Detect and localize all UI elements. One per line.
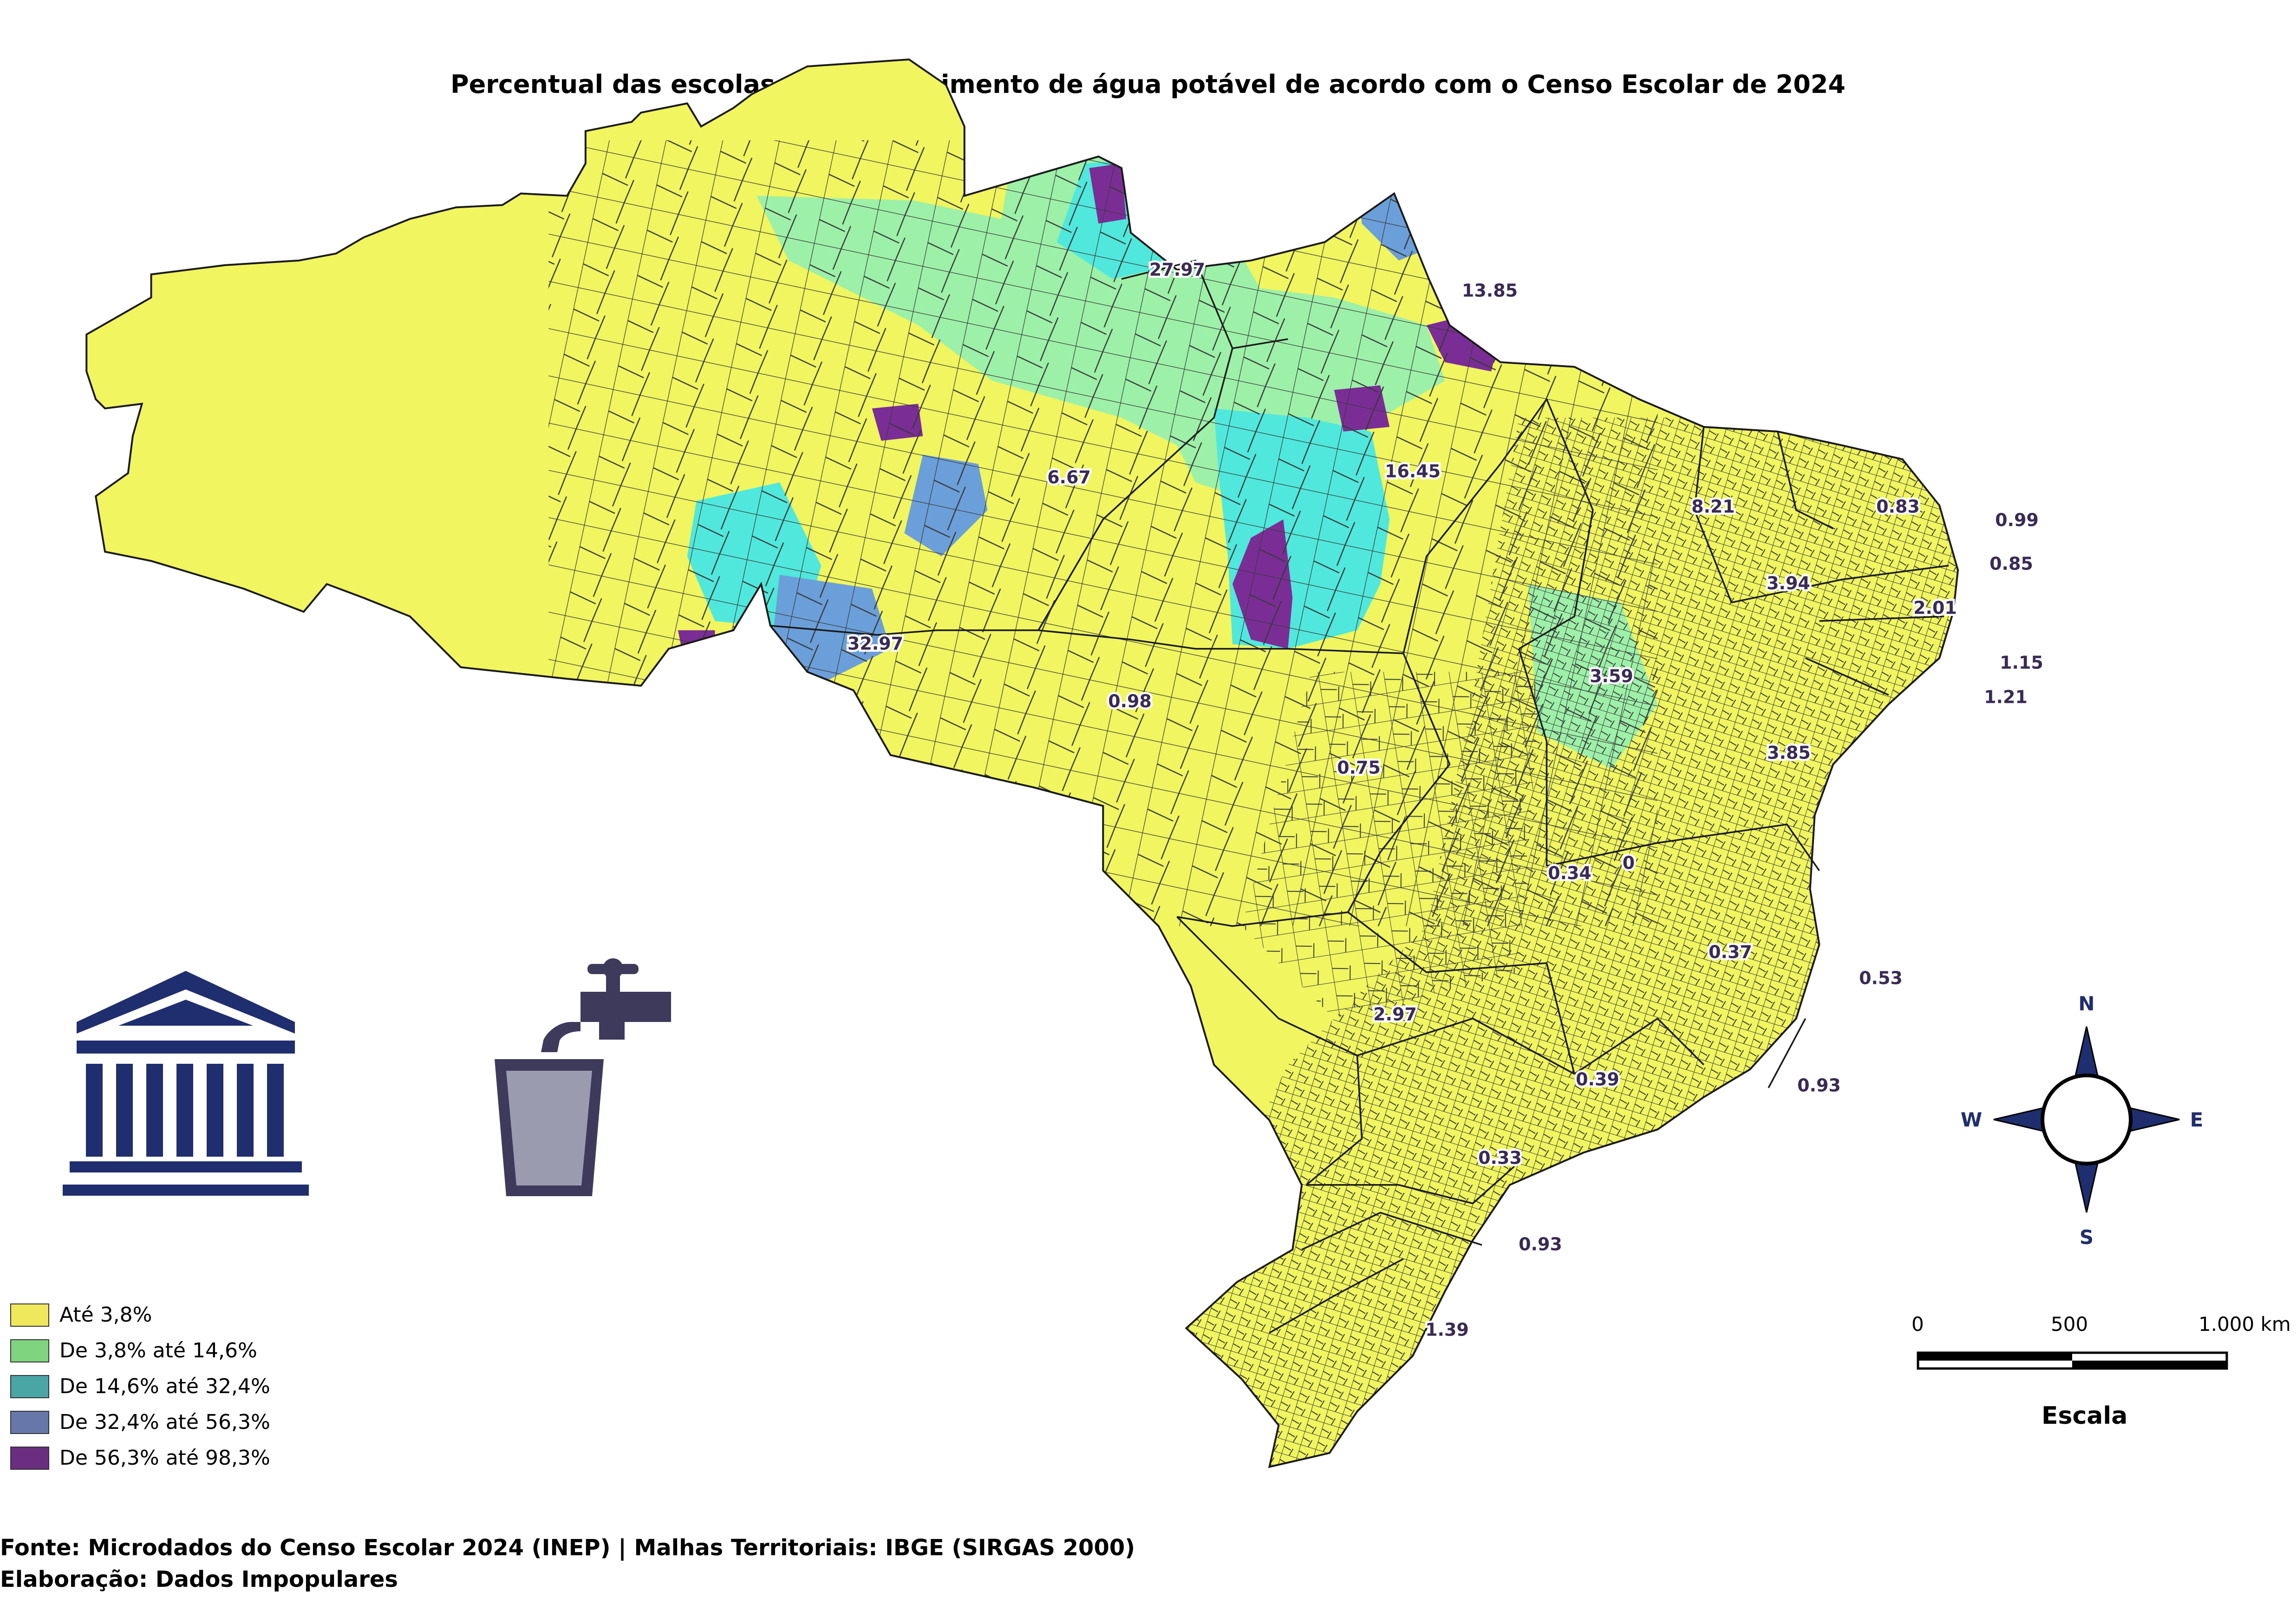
state-value-label-pr: 0.33 (1478, 1148, 1522, 1168)
legend-swatch (10, 1303, 49, 1327)
water-tap-icon (541, 958, 671, 1052)
state-value-label-pi: 3.94 (1767, 573, 1810, 594)
legend-label: De 32,4% até 56,3% (59, 1410, 270, 1434)
state-value-label-go: 0.34 (1548, 863, 1592, 884)
legend-swatch (10, 1375, 49, 1398)
state-value-label-df: 0 (1623, 853, 1635, 873)
state-value-label-rs: 1.39 (1425, 1320, 1469, 1340)
legend-item: De 32,4% até 56,3% (10, 1404, 270, 1440)
legend-label: De 3,8% até 14,6% (59, 1339, 257, 1362)
state-value-label-rj: 0.93 (1797, 1075, 1841, 1096)
state-value-label-al: 1.15 (2000, 653, 2043, 673)
compass-north-label: N (2078, 992, 2094, 1015)
state-value-label-sp: 0.39 (1576, 1069, 1619, 1090)
scale-tick-1000: 1.000 km (2198, 1313, 2291, 1336)
state-value-label-rr: 27.97 (1149, 260, 1205, 280)
state-borders (85, 58, 1959, 1468)
state-value-label-ap: 13.85 (1462, 281, 1518, 301)
state-value-label-ma: 8.21 (1691, 497, 1735, 517)
state-value-label-ms: 2.97 (1373, 1004, 1417, 1025)
state-value-labels: 27.97 13.85 6.67 16.45 32.97 0.98 0.75 8.21 0.83… (845, 257, 2045, 1342)
water-cup-icon (495, 1059, 604, 1196)
municipality-mesh-mid (1241, 672, 1542, 1019)
legend-swatch (10, 1339, 49, 1362)
compass-rose-icon: N S W E (1961, 992, 2204, 1249)
municipality-mesh-dense (1149, 418, 1958, 1467)
state-value-label-se: 1.21 (1984, 687, 2028, 707)
state-value-label-ro: 0.98 (1108, 691, 1152, 712)
scale-bar (1917, 1351, 2228, 1370)
state-value-label-pe: 2.01 (1913, 598, 1957, 618)
state-value-label-mt: 0.75 (1337, 758, 1381, 778)
legend-item: De 14,6% até 32,4% (10, 1369, 270, 1404)
legend-swatch (10, 1446, 49, 1470)
legend-item: De 56,3% até 98,3% (10, 1440, 270, 1476)
state-value-label-pb: 0.85 (1989, 554, 2033, 574)
state-value-label-mg: 0.37 (1709, 942, 1752, 963)
state-value-label-to: 3.59 (1590, 666, 1633, 687)
state-value-label-am: 6.67 (1047, 467, 1091, 488)
map-title: Percentual das escolas sem fornecimento … (450, 70, 1846, 99)
scale-title: Escala (2042, 1402, 2128, 1430)
state-value-label-ce: 0.83 (1876, 497, 1920, 517)
legend-label: De 56,3% até 98,3% (59, 1446, 270, 1470)
state-value-label-pa: 16.45 (1385, 461, 1441, 482)
scale-tick-0: 0 (1911, 1313, 1924, 1336)
source-text: Fonte: Microdados do Censo Escolar 2024 … (0, 1535, 1135, 1561)
map-legend: Até 3,8% De 3,8% até 14,6% De 14,6% até 32… (10, 1297, 270, 1476)
state-value-label-sc: 0.93 (1519, 1234, 1562, 1255)
compass-west-label: W (1961, 1108, 1982, 1131)
state-value-label-rn: 0.99 (1995, 510, 2039, 530)
legend-item: De 3,8% até 14,6% (10, 1333, 270, 1369)
state-value-label-es: 0.53 (1859, 968, 1903, 989)
building-icon (63, 971, 309, 1196)
state-value-label-ac: 32.97 (848, 634, 903, 654)
legend-item: Até 3,8% (10, 1297, 270, 1333)
legend-swatch (10, 1410, 49, 1434)
compass-east-label: E (2190, 1108, 2204, 1131)
compass-south-label: S (2080, 1226, 2094, 1249)
credit-text: Elaboração: Dados Impopulares (0, 1566, 398, 1592)
legend-label: Até 3,8% (59, 1303, 152, 1327)
footer: Fonte: Microdados do Censo Escolar 2024 … (0, 1532, 1135, 1595)
state-value-label-ba: 3.85 (1767, 743, 1811, 763)
scale-tick-500: 500 (2051, 1313, 2088, 1336)
legend-label: De 14,6% até 32,4% (59, 1375, 270, 1398)
